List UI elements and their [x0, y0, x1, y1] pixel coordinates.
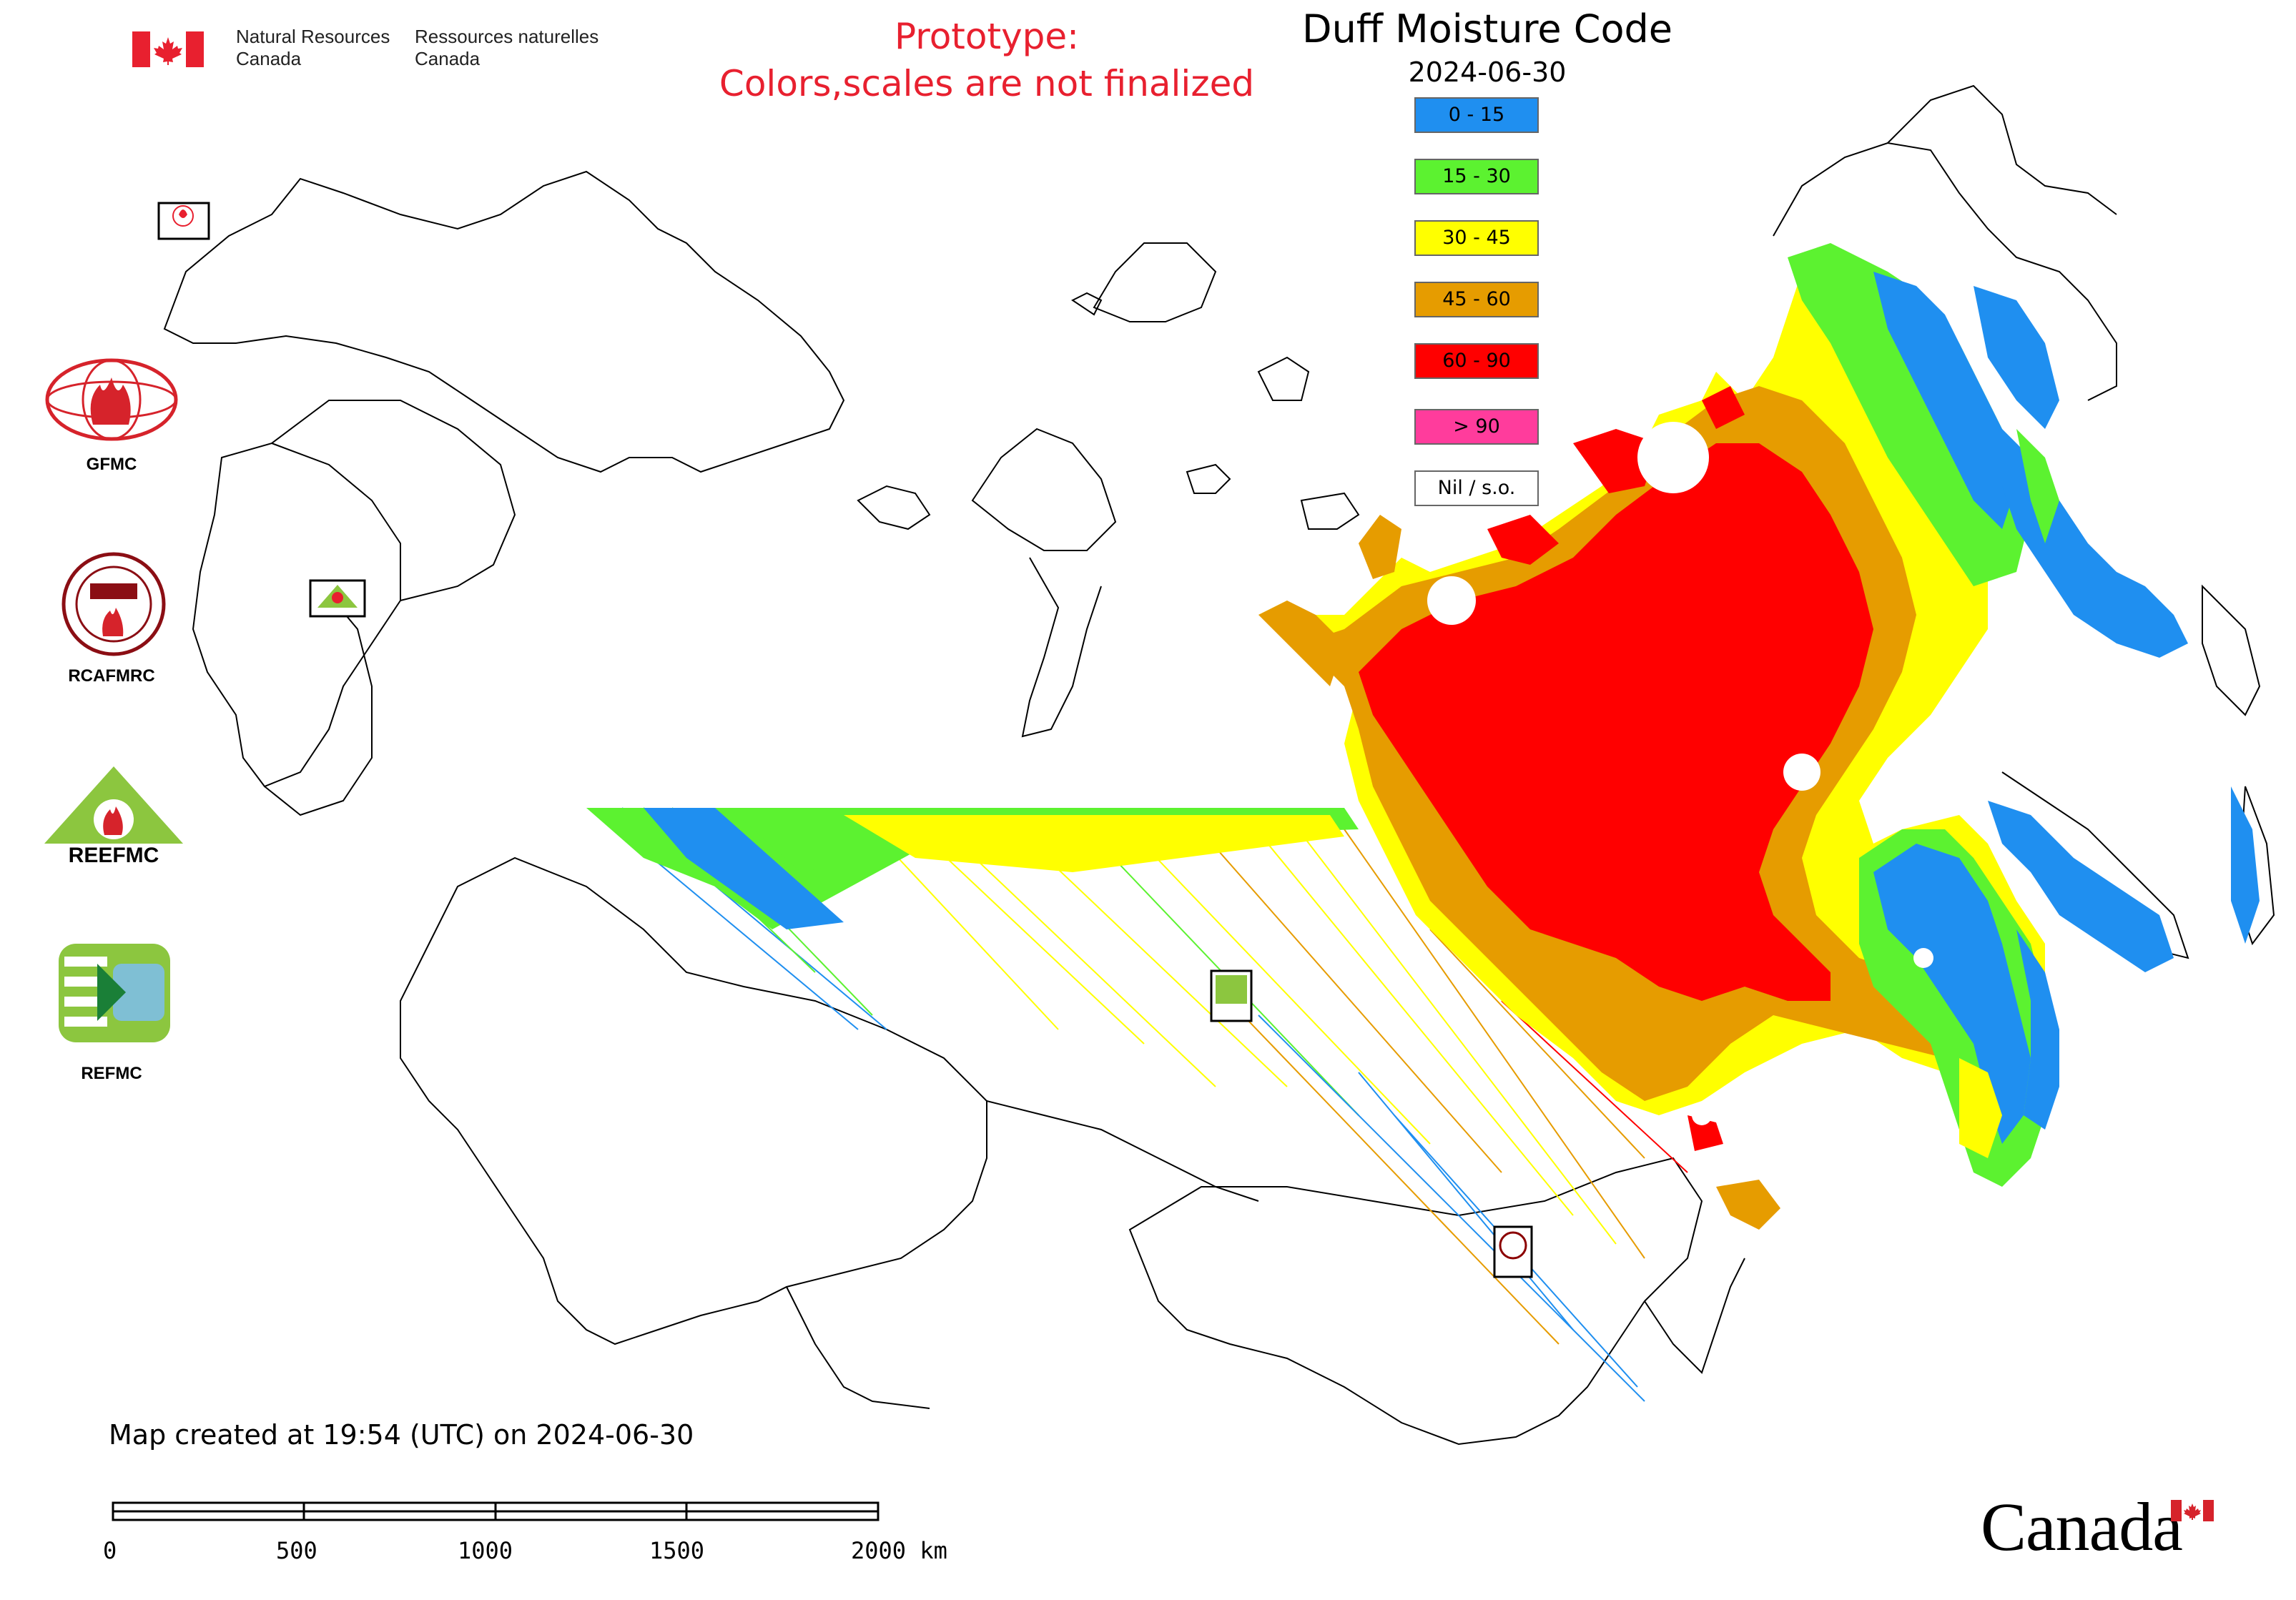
scale-bar	[112, 1501, 880, 1521]
legend-item: > 90	[1414, 409, 1539, 445]
scale-tick-label: 2000 km	[851, 1537, 947, 1564]
nrcan-french: Ressources naturelles Canada	[415, 26, 598, 70]
legend-item: 60 - 90	[1414, 343, 1539, 379]
legend-label: 15 - 30	[1442, 165, 1511, 187]
reefmc-logo-icon: REEFMC	[44, 766, 183, 867]
map-logo-markers	[157, 202, 1533, 1278]
canada-wordmark: Canada	[1981, 1488, 2183, 1565]
gfmc-logo-icon	[45, 358, 178, 441]
scale-tick-label: 500	[276, 1537, 317, 1564]
nrcan-signature: Natural Resources Canada Ressources natu…	[132, 26, 604, 76]
map-created-note: Map created at 19:54 (UTC) on 2024-06-30	[109, 1419, 694, 1451]
prototype-line1: Prototype:	[894, 16, 1080, 57]
legend-item: 45 - 60	[1414, 282, 1539, 317]
nrcan-english-line2: Canada	[236, 48, 302, 69]
legend-item: 0 - 15	[1414, 97, 1539, 133]
nrcan-french-line1: Ressources naturelles	[415, 26, 599, 47]
legend-label: 45 - 60	[1442, 288, 1511, 310]
legend-label: 30 - 45	[1442, 227, 1511, 249]
canada-flag-icon	[132, 31, 204, 67]
refmc-logo-label: REFMC	[81, 1064, 142, 1083]
dmc-raster	[586, 243, 2260, 1230]
legend-label: 0 - 15	[1448, 104, 1505, 126]
scale-tick-label: 1500	[649, 1537, 705, 1564]
svg-text:REEFMC: REEFMC	[69, 844, 159, 867]
rcafmrc-logo-icon	[61, 552, 166, 656]
legend-item: 30 - 45	[1414, 220, 1539, 256]
gfmc-logo-label: GFMC	[86, 455, 137, 474]
legend-item: Nil / s.o.	[1414, 470, 1539, 506]
map-title: Duff Moisture Code	[1302, 6, 1672, 51]
map-date: 2024-06-30	[1408, 56, 1567, 88]
prototype-line2: Colors,scales are not finalized	[719, 63, 1255, 104]
legend-label: Nil / s.o.	[1437, 477, 1516, 499]
country-boundaries	[163, 84, 2275, 1446]
prototype-notice: Prototype: Colors,scales are not finaliz…	[615, 13, 1359, 107]
scale-bar-labels: 0 500 1000 1500 2000 km	[103, 1500, 965, 1600]
legend-item: 15 - 30	[1414, 159, 1539, 194]
canada-wordmark-flag-icon	[2171, 1500, 2214, 1521]
rcafmrc-logo-label: RCAFMRC	[68, 666, 155, 686]
refmc-logo-icon	[59, 944, 170, 1042]
scale-tick-label: 0	[103, 1537, 117, 1564]
nrcan-english-line1: Natural Resources	[236, 26, 390, 47]
nrcan-english: Natural Resources Canada	[236, 26, 390, 70]
nrcan-french-line2: Canada	[415, 48, 481, 69]
legend-label: 60 - 90	[1442, 350, 1511, 372]
scale-tick-label: 1000	[458, 1537, 513, 1564]
legend-label: > 90	[1453, 415, 1500, 438]
